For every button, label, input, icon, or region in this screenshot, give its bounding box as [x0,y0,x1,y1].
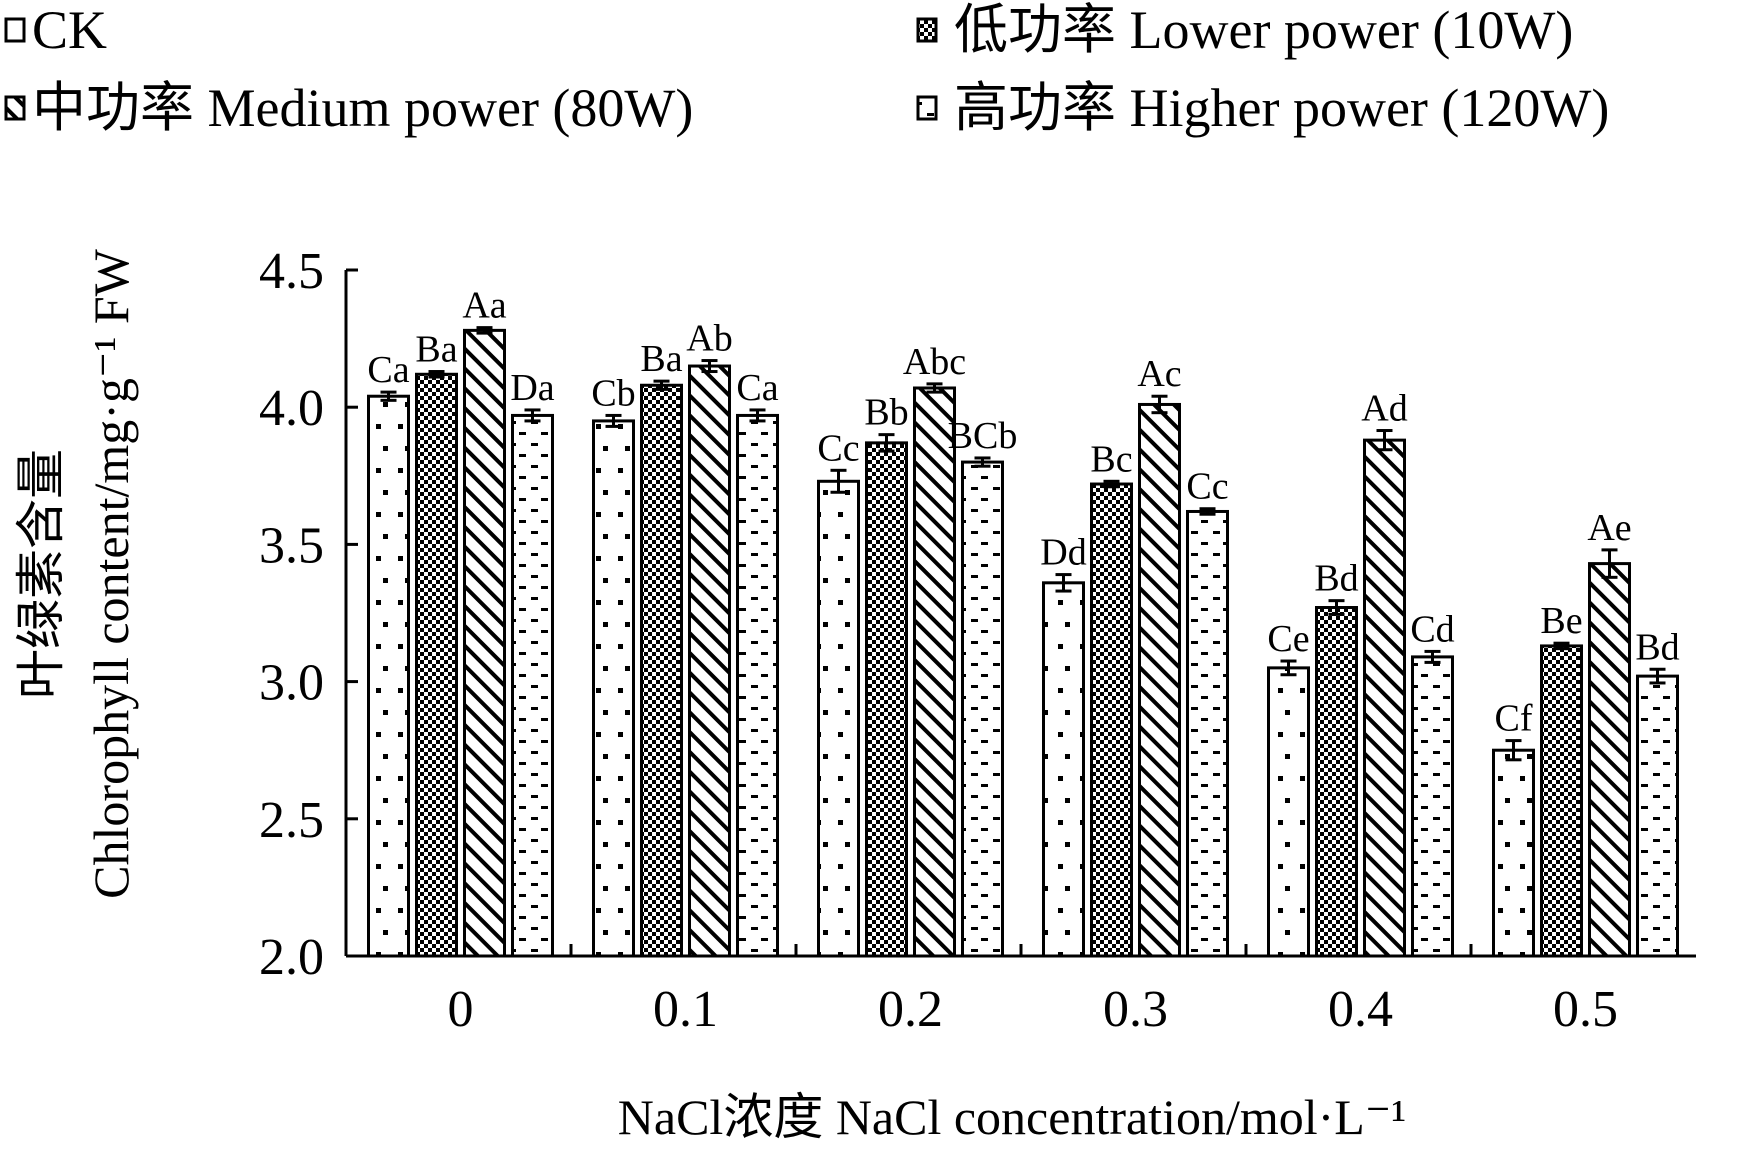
bar [817,479,860,958]
significance-label: Aa [462,285,506,327]
bar [1588,562,1631,958]
bar [913,386,956,958]
bar [736,413,779,958]
bar [1090,482,1133,958]
legend-label-lower-power: 低功率 Lower power (10W) [954,0,1573,60]
x-tick-label: 0.5 [1553,981,1618,1038]
legend-swatch-medium-power [4,95,26,121]
y-tick-label: 3.0 [259,655,324,712]
legend-entry-higher-power: 高功率 Higher power (120W) [916,78,1609,138]
legend-label-higher-power: 高功率 Higher power (120W) [954,78,1609,138]
y-tick-label: 2.5 [259,792,324,849]
significance-label: Ac [1137,353,1181,395]
legend: CK 低功率 Lower power (10W) 中功率 Medium powe… [4,0,1609,138]
significance-label: Bd [1635,626,1679,668]
x-tick-label: 0 [448,981,474,1038]
bar [463,328,506,958]
y-axis-title-en: Chlorophyll content/mg·g⁻¹ FW [83,248,139,898]
bar [640,383,683,958]
bar [1138,402,1181,958]
significance-label: Ba [415,329,457,371]
bar [865,441,908,958]
x-axis-title: NaCl浓度 NaCl concentration/mol·L⁻¹ [618,1089,1406,1145]
significance-label: Cc [817,427,859,469]
bar [961,460,1004,958]
x-tick-label: 0.1 [653,981,718,1038]
bar [1411,655,1454,958]
significance-label: Ba [640,338,682,380]
significance-label: Ab [686,318,732,360]
x-tick-label: 0.3 [1103,981,1168,1038]
significance-label: Bd [1314,558,1358,600]
bar [1363,438,1406,958]
legend-entry-medium-power: 中功率 Medium power (80W) [4,78,693,138]
y-axis-title-cn: 叶绿素含量 [13,449,69,699]
bar [688,364,731,958]
x-tick-label: 0.4 [1328,981,1393,1038]
significance-label: Bc [1090,438,1132,480]
significance-label: Da [510,367,554,409]
significance-label: Bb [864,392,908,434]
significance-label: Ae [1587,507,1631,549]
significance-label: Abc [903,341,966,383]
bar [1042,581,1085,958]
bar [367,394,410,958]
y-axis-title: 叶绿素含量 Chlorophyll content/mg·g⁻¹ FW [13,248,139,898]
significance-label: Ca [736,367,778,409]
significance-label: Be [1540,600,1582,642]
significance-label: Ad [1361,388,1407,430]
legend-label-medium-power: 中功率 Medium power (80W) [32,78,693,138]
legend-swatch-lower-power [916,17,938,43]
y-tick-label: 2.0 [259,929,324,986]
legend-entry-lower-power: 低功率 Lower power (10W) [916,0,1573,60]
bar [1636,674,1679,958]
y-tick-label: 4.0 [259,380,324,437]
legend-swatch-higher-power [916,95,938,121]
x-tick-label: 0.2 [878,981,943,1038]
bar [1186,509,1229,958]
significance-label: Ce [1267,618,1309,660]
legend-entry-ck: CK [4,0,107,60]
bar [1267,666,1310,958]
significance-label: Cc [1186,466,1228,508]
y-tick-label: 4.5 [259,243,324,300]
significance-label: Cd [1410,608,1454,650]
bar [415,372,458,958]
bar [1540,644,1583,958]
legend-label-ck: CK [32,0,107,60]
bar [592,419,635,958]
bar [1315,606,1358,958]
bar [1492,748,1535,958]
legend-swatch-ck [4,17,26,43]
bar [511,413,554,958]
y-tick-label: 3.5 [259,517,324,574]
significance-label: BCb [948,415,1018,457]
significance-label: Cb [591,372,635,414]
significance-label: Cf [1495,698,1533,740]
significance-label: Dd [1040,532,1086,574]
significance-label: Ca [367,349,409,391]
